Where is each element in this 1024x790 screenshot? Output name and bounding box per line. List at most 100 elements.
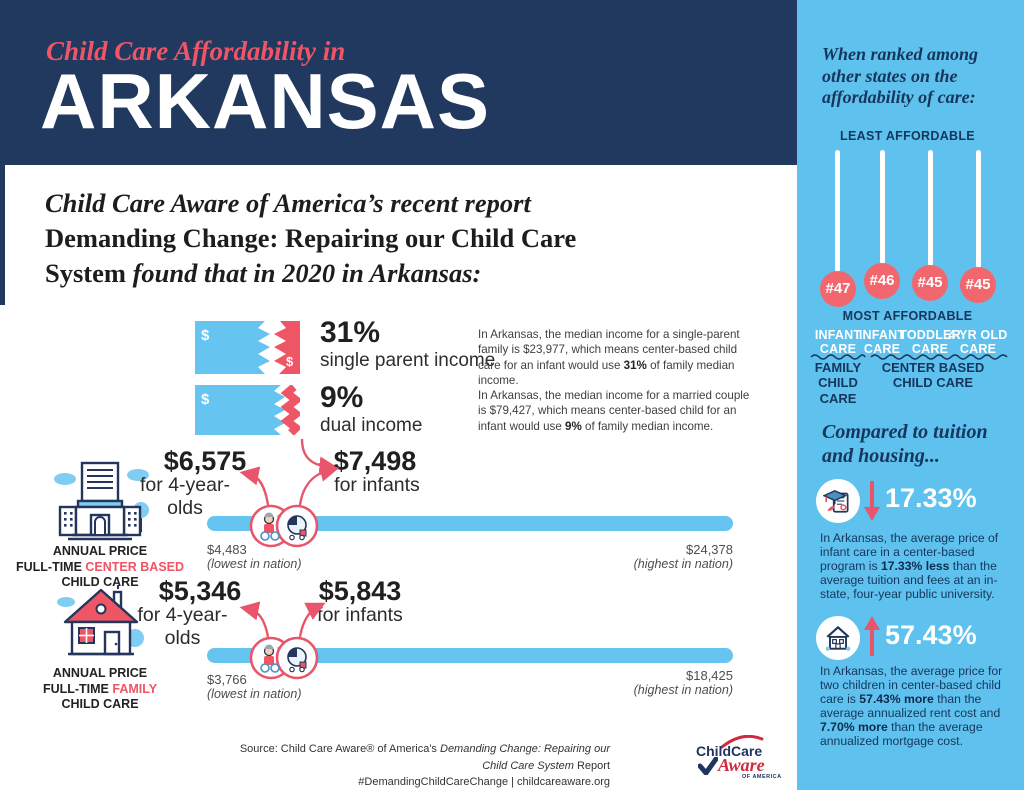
curved-arrow-icon	[239, 601, 326, 638]
house-small-icon	[816, 616, 860, 660]
intro-line1: Child Care Aware of America’s recent rep…	[45, 188, 531, 218]
dollar-icon: $	[201, 391, 210, 408]
childcare-aware-logo: ChildCare Aware OF AMERICA	[690, 735, 790, 787]
stat-text: than the average tuition and fees at an …	[820, 559, 998, 602]
svg-text:♥: ♥	[277, 646, 281, 653]
tuition-heading: Compared to tuition and housing...	[822, 421, 988, 467]
range-track-family	[207, 648, 733, 663]
range-max-family-note: (highest in nation)	[633, 683, 733, 697]
price-infant-center-label: for infants	[334, 474, 420, 496]
rank-badge: #45	[912, 265, 948, 301]
range-track-center	[207, 516, 733, 531]
down-arrow-icon	[864, 481, 880, 521]
center-building-icon	[54, 461, 149, 541]
stat-up-text: In Arkansas, the average price for two c…	[820, 664, 1008, 748]
rank-badge: #47	[820, 271, 856, 307]
group-line2: CHILD CARE	[892, 375, 974, 391]
stat-down-value: 17.33%	[885, 483, 977, 513]
least-affordable-label: LEAST AFFORDABLE	[840, 129, 975, 143]
source-text: Report	[573, 759, 610, 772]
children-badge-icon: ♥	[249, 636, 319, 680]
torn-bill-dual-icon: $	[195, 385, 300, 435]
center-care-caption: ANNUAL PRICE FULL-TIME CENTER BASED CHIL…	[15, 544, 185, 591]
care-line2: CARE	[959, 342, 997, 357]
stat-text: In Arkansas, the average price for two c…	[820, 664, 1003, 707]
rank-care-label: 4 YR OLD CARE	[946, 328, 1010, 357]
stat-text: than the average annualized rent cost an…	[820, 692, 1001, 721]
left-accent-strip	[0, 165, 5, 305]
header-band: Child Care Affordability in ARKANSAS	[0, 0, 800, 165]
rank-care-label: INFANT CARE	[806, 328, 870, 357]
rank-line	[880, 150, 885, 264]
header-subtitle: Child Care Affordability in	[46, 36, 346, 66]
single-parent-pct: 31%	[320, 316, 381, 349]
caption-line2: FULL-TIME	[42, 681, 113, 696]
group-line1: FAMILY	[814, 360, 862, 375]
dual-income-pct: 9%	[320, 381, 364, 414]
stat-text: In Arkansas, the average price of infant…	[820, 531, 999, 574]
intro-text: Child Care Aware of America’s recent rep…	[45, 186, 645, 291]
intro-line3-italic: found that in 2020 in Arkansas:	[125, 257, 482, 288]
logo-check-icon	[698, 757, 718, 775]
family-house-icon	[57, 585, 144, 656]
range-max-family: $18,425	[686, 668, 733, 683]
rank-care-label: INFANT CARE	[850, 328, 914, 357]
price-4yo-family: $5,346	[158, 576, 242, 606]
care-line1: INFANT	[814, 328, 862, 342]
logo-name-top: ChildCare	[696, 743, 763, 759]
svg-text:♥: ♥	[277, 514, 281, 521]
desc-text: In Arkansas, the median income for a sin…	[478, 328, 740, 372]
income-desc-single: In Arkansas, the median income for a sin…	[478, 327, 760, 388]
group-line2: CHILD CARE	[818, 375, 858, 406]
range-max-center: $24,378	[686, 542, 733, 557]
desc-text: of family median income.	[478, 358, 735, 387]
price-infant-center: $7,498	[333, 446, 417, 476]
care-line1: TODDLER	[899, 328, 961, 342]
logo-of-america: OF AMERICA	[742, 774, 782, 780]
source-text: Source: Child Care Aware® of America's	[239, 743, 440, 755]
care-line2: CARE	[911, 342, 949, 357]
rank-line	[835, 150, 840, 272]
group-label-family: FAMILY CHILD CARE	[798, 360, 878, 406]
stat-bold: 17.33% less	[880, 559, 950, 574]
most-affordable-label: MOST AFFORDABLE	[842, 309, 973, 323]
group-label-center: CENTER BASED CHILD CARE	[878, 360, 988, 391]
price-4yo-center-label: for 4-year-olds	[140, 474, 230, 519]
intro-line2: Demanding Change: Repairing our Child Ca…	[45, 222, 577, 253]
price-infant-family: $5,843	[318, 576, 402, 606]
logo-swoosh-icon	[720, 735, 764, 749]
footer-source: Source: Child Care Aware® of America's D…	[220, 741, 610, 790]
dollar-icon: $	[286, 354, 294, 369]
wavy-divider	[870, 354, 1008, 360]
range-max-center-note: (highest in nation)	[633, 557, 733, 571]
care-line1: 4 YR OLD	[948, 328, 1008, 342]
rank-care-label: TODDLER CARE	[898, 328, 962, 357]
diploma-icon	[823, 489, 849, 513]
range-min-center-note: (lowest in nation)	[207, 557, 302, 571]
income-desc-dual: In Arkansas, the median income for a mar…	[478, 388, 760, 434]
footer-hashtag: #DemandingChildCareChange | childcareawa…	[358, 776, 610, 788]
source-report-title: Demanding Change: Repairing our Child Ca…	[440, 743, 610, 772]
stat-bold: 7.70% more	[820, 720, 888, 735]
sidebar-heading: When ranked among other states on the af…	[822, 44, 979, 108]
care-line1: INFANT	[858, 328, 906, 342]
rank-line	[928, 150, 933, 266]
intro-line3-bold: System	[45, 257, 126, 288]
caption-line3: CHILD CARE	[61, 575, 139, 590]
grad-cap-icon	[816, 479, 860, 523]
single-parent-label: single parent income	[320, 350, 496, 371]
desc-bold: 9%	[565, 419, 582, 433]
price-4yo-center: $6,575	[163, 446, 247, 476]
desc-text: of family median income.	[581, 419, 714, 433]
caption-line2: FULL-TIME	[15, 559, 86, 574]
price-infant-family-label: for infants	[317, 604, 403, 626]
children-badge-icon: ♥	[249, 504, 319, 548]
up-arrow-icon	[864, 616, 880, 656]
caption-line1: ANNUAL PRICE	[52, 544, 148, 558]
desc-bold: 31%	[623, 358, 647, 372]
dual-income-label: dual income	[320, 415, 423, 436]
stat-up-value: 57.43%	[885, 620, 977, 650]
page-title: ARKANSAS	[40, 57, 491, 145]
caption-line1: ANNUAL PRICE	[52, 666, 148, 680]
